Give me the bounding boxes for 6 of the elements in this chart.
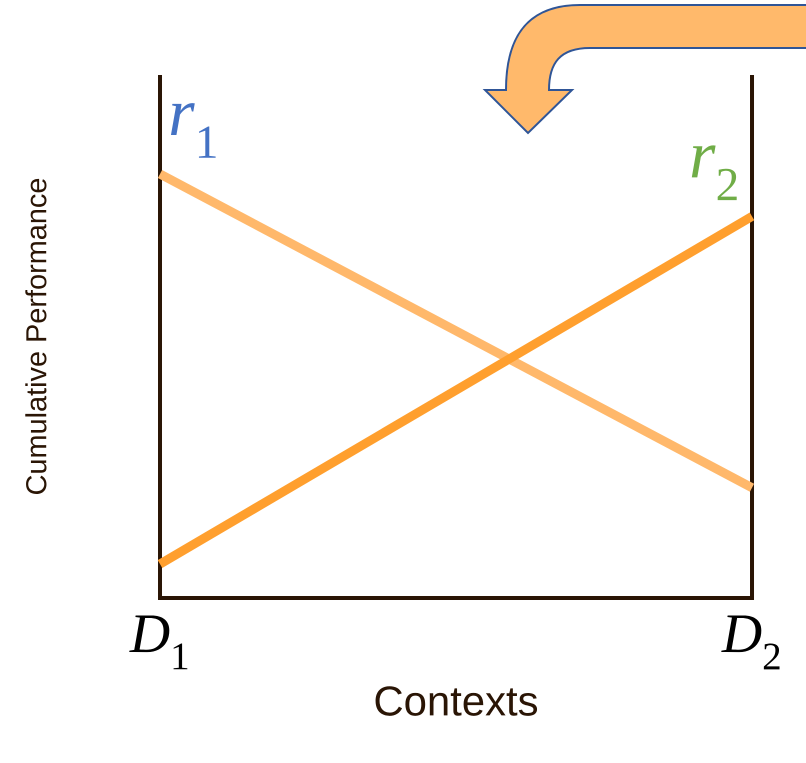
x-axis-title: Contexts	[376, 686, 538, 716]
x-tick-label: D$_{2}$	[721, 616, 780, 670]
series-label: r$_{2}$	[692, 145, 737, 200]
y-axis-title: Cumulative Performance	[25, 178, 46, 494]
x-tick-label: D$_{1}$	[129, 616, 188, 670]
series-label: r$_{1}$	[170, 103, 216, 158]
